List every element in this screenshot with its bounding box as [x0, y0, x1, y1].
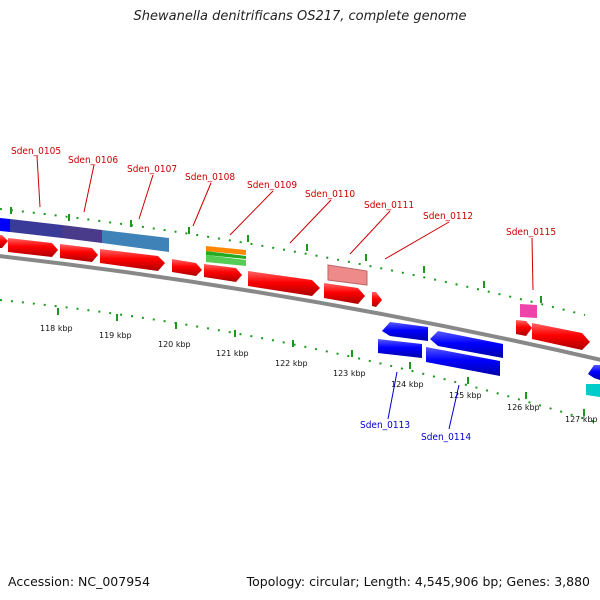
feature-bar[interactable] — [0, 218, 10, 232]
tick-label: 125 kbp — [449, 391, 482, 400]
gene-label-sden-0109[interactable]: Sden_0109 — [247, 180, 297, 191]
gene-label-sden-0106[interactable]: Sden_0106 — [68, 155, 118, 166]
gene-arrow-forward[interactable] — [372, 292, 382, 307]
gene-arrow-forward[interactable] — [172, 259, 202, 276]
page-title: Shewanella denitrificans OS217, complete… — [133, 9, 467, 24]
upper-track-ticks — [10, 207, 542, 303]
tick-label: 127 kbp — [565, 415, 598, 424]
feature-bar[interactable] — [10, 219, 62, 238]
gene-arrow-forward[interactable] — [324, 283, 365, 304]
gene-arrow-reverse[interactable] — [382, 322, 428, 341]
gene-arrow-forward[interactable] — [0, 235, 8, 248]
gene-label-sden-0110[interactable]: Sden_0110 — [305, 189, 355, 200]
gene-label-sden-0107[interactable]: Sden_0107 — [127, 164, 177, 175]
tick-label: 119 kbp — [99, 331, 132, 340]
feature-bars — [0, 218, 537, 318]
gene-label-sden-0114[interactable]: Sden_0114 — [421, 432, 471, 443]
reverse-genes — [378, 322, 600, 397]
gene-arrow-reverse[interactable] — [378, 339, 422, 358]
gene-arrow-forward[interactable] — [8, 238, 58, 257]
feature-bar[interactable] — [327, 264, 368, 286]
gene-arrow-forward[interactable] — [248, 271, 320, 296]
feature-bar[interactable] — [206, 255, 246, 266]
feature-bar[interactable] — [102, 230, 169, 252]
tick-label: 120 kbp — [158, 340, 191, 349]
tick-label: 123 kbp — [333, 369, 366, 378]
gene-label-sden-0105[interactable]: Sden_0105 — [11, 146, 61, 157]
forward-genes — [0, 235, 590, 350]
lower-track-ticks — [57, 308, 585, 416]
feature-bar[interactable] — [586, 384, 600, 397]
gene-arrow-forward[interactable] — [532, 323, 590, 350]
gene-arrow-reverse[interactable] — [588, 365, 600, 380]
label-leaders — [36, 155, 534, 430]
gene-arrow-reverse[interactable] — [430, 331, 503, 358]
tick-label: 122 kbp — [275, 359, 308, 368]
gene-arrow-reverse[interactable] — [426, 347, 500, 376]
feature-bar[interactable] — [520, 304, 537, 318]
gene-arrow-forward[interactable] — [100, 249, 165, 271]
feature-bar[interactable] — [206, 246, 246, 255]
gene-label-sden-0111[interactable]: Sden_0111 — [364, 200, 414, 211]
feature-bar[interactable] — [206, 251, 246, 259]
genome-summary-text: Topology: circular; Length: 4,545,906 bp… — [246, 574, 590, 589]
gene-label-sden-0115[interactable]: Sden_0115 — [506, 227, 556, 238]
tick-label: 124 kbp — [391, 380, 424, 389]
scale-labels: 118 kbp 119 kbp 120 kbp 121 kbp 122 kbp … — [40, 324, 598, 424]
tick-label: 121 kbp — [216, 349, 249, 358]
feature-bar[interactable] — [62, 225, 102, 243]
gene-arrow-forward[interactable] — [60, 244, 98, 262]
accession-text: Accession: NC_007954 — [8, 574, 151, 589]
genome-backbone — [0, 254, 600, 362]
gene-arrow-forward[interactable] — [516, 320, 532, 336]
gene-labels: Sden_0105 Sden_0106 Sden_0107 Sden_0108 … — [11, 146, 556, 443]
gene-label-sden-0113[interactable]: Sden_0113 — [360, 420, 410, 431]
tick-label: 118 kbp — [40, 324, 73, 333]
gene-label-sden-0112[interactable]: Sden_0112 — [423, 211, 473, 222]
gene-label-sden-0108[interactable]: Sden_0108 — [185, 172, 235, 183]
tick-label: 126 kbp — [507, 403, 540, 412]
gene-arrow-forward[interactable] — [204, 264, 242, 282]
